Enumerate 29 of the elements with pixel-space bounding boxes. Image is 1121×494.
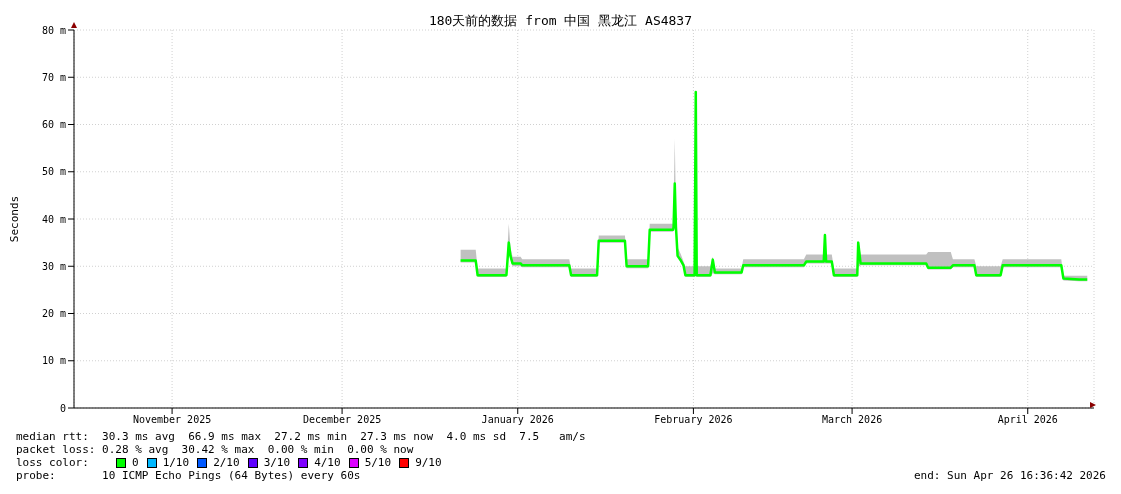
text: end: Sun Apr 26 16:36:42 2026: [913, 469, 1106, 482]
x-tick-label: January 2026: [481, 414, 554, 426]
legend-title: loss color:: [16, 456, 90, 469]
chart-title: 180天前的数据 from 中国 黑龙江 AS4837: [428, 13, 693, 28]
y-tick-label: 10 m: [41, 355, 66, 367]
x-tick-label: February 2026: [654, 414, 733, 426]
legend-label: 3/10: [262, 456, 291, 469]
legend-label: 1/10: [161, 456, 190, 469]
x-tick-label: March 2026: [821, 414, 883, 426]
legend-label: 0: [131, 456, 139, 469]
legend-label: 4/10: [313, 456, 341, 469]
text: probe: 10 ICMP Echo Pings (64 Bytes) every 60s: [16, 469, 361, 482]
x-tick-label: April 2026: [997, 414, 1058, 426]
x-tick-label: November 2025: [132, 414, 212, 426]
legend-label: 5/10: [363, 456, 392, 469]
legend-label: 2/10: [212, 456, 240, 469]
y-axis-title: Seconds: [7, 195, 21, 243]
y-tick-label: 80 m: [41, 24, 66, 36]
y-tick-label: 60 m: [41, 119, 66, 131]
legend-label: 9/10: [414, 456, 442, 469]
text: packet loss: 0.28 % avg 30.42 % max 0.00 % min 0.00 % now: [16, 443, 415, 456]
y-tick-label: 30 m: [41, 260, 66, 272]
y-tick-label: 50 m: [41, 166, 66, 178]
text: median rtt: 30.3 ms avg 66.9 ms max 27.2 ms min 27.3 ms now 4.0 ms sd 7.5 am/s: [16, 430, 587, 443]
x-tick-label: December 2025: [302, 414, 382, 426]
y-tick-label: 20 m: [41, 308, 66, 320]
y-tick-label: 0: [59, 402, 66, 414]
y-tick-label: 70 m: [41, 71, 66, 83]
y-tick-label: 40 m: [41, 213, 66, 225]
